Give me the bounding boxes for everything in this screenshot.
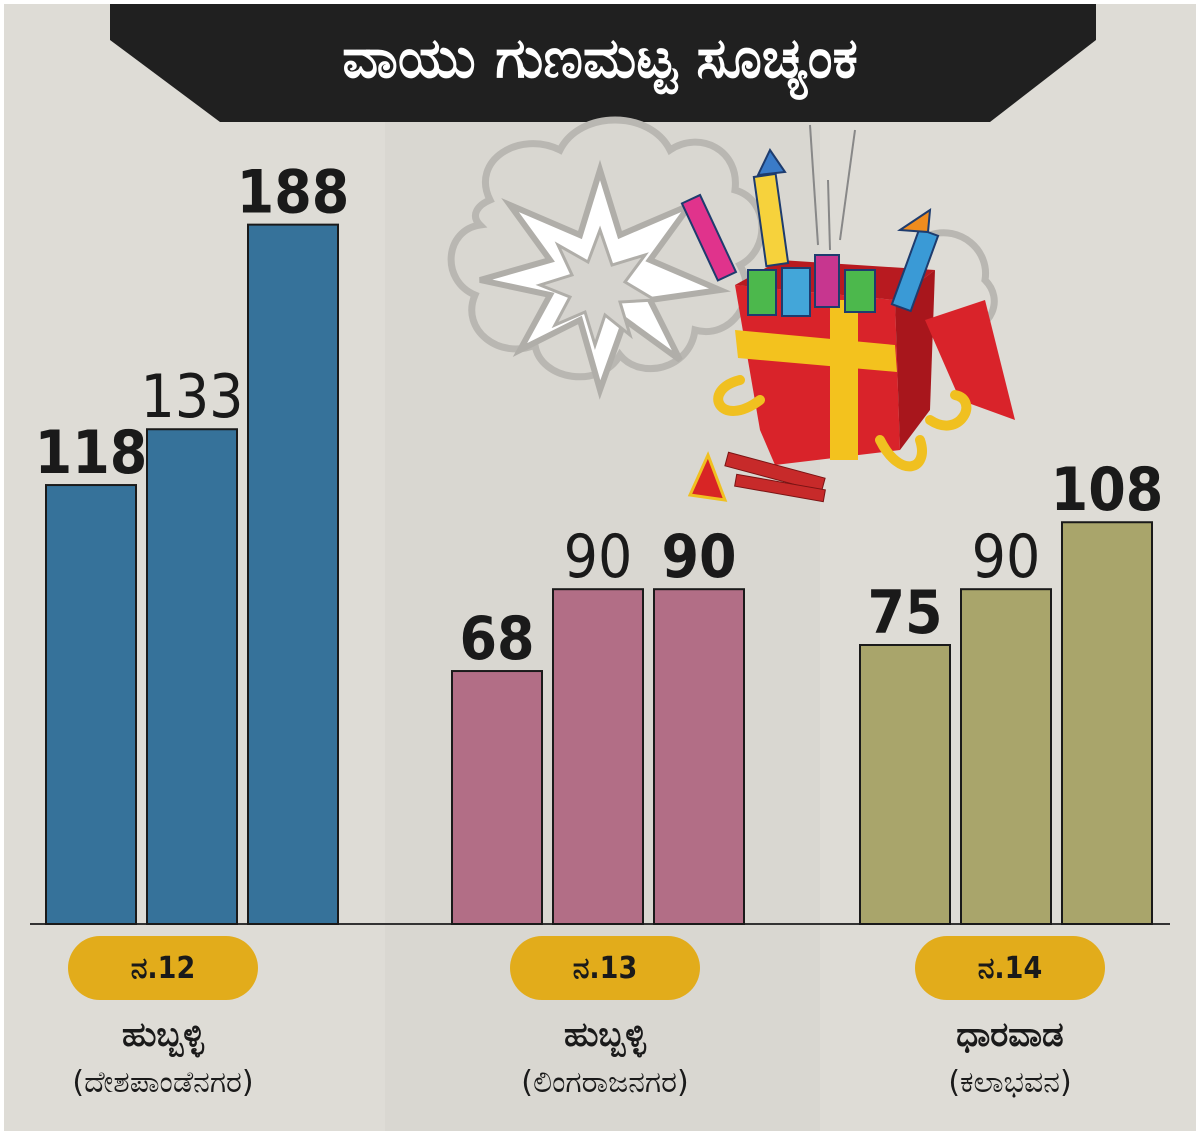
group-label-nov14: ನ.14 ಧಾರವಾಡ (ಕಲಾಭವನ)	[890, 936, 1130, 1102]
title-banner	[110, 4, 1096, 122]
bar-nov12-1	[45, 484, 137, 925]
place-name-nov13: ಹುಬ್ಬಳ್ಳಿ	[564, 1015, 646, 1055]
value-label-nov13-2: 90	[564, 522, 633, 592]
place-area-nov12: (ದೇಶಪಾಂಡೆನಗರ)	[72, 1065, 254, 1100]
date-pill-nov13: ನ.13	[510, 936, 700, 1000]
value-label-nov12-1: 118	[35, 418, 148, 488]
bars-layer	[45, 223, 1153, 925]
group-label-nov12: ನ.12 ಹುಬ್ಬಳ್ಳಿ (ದೇಶಪಾಂಡೆನಗರ)	[43, 936, 283, 1102]
group-label-nov13: ನ.13 ಹುಬ್ಬಳ್ಳಿ (ಲಿಂಗರಾಜನಗರ)	[470, 936, 740, 1102]
bar-nov12-2	[146, 428, 238, 925]
date-pill-nov14: ನ.14	[915, 936, 1105, 1000]
bar-nov13-3	[653, 588, 745, 925]
value-label-nov12-2: 133	[140, 362, 243, 432]
value-label-nov14-1: 75	[867, 578, 942, 648]
bar-nov13-1	[451, 670, 543, 925]
place-name-nov12: ಹುಬ್ಬಳ್ಳಿ	[122, 1015, 204, 1055]
value-label-nov14-3: 108	[1051, 455, 1164, 525]
place-area-nov13: (ಲಿಂಗರಾಜನಗರ)	[521, 1065, 689, 1100]
firecracker-gift-box-icon	[447, 116, 1015, 503]
bar-nov14-3	[1061, 521, 1153, 925]
bar-nov13-2	[552, 588, 644, 925]
date-pill-nov12: ನ.12	[68, 936, 258, 1000]
bar-nov12-3	[247, 223, 339, 925]
bar-nov14-1	[859, 644, 951, 925]
value-label-nov13-3: 90	[661, 522, 736, 592]
bar-nov14-2	[960, 588, 1052, 925]
place-area-nov14: (ಕಲಾಭವನ)	[948, 1065, 1072, 1100]
value-label-nov13-1: 68	[459, 604, 534, 674]
value-label-nov14-2: 90	[972, 522, 1041, 592]
value-label-nov12-3: 188	[237, 158, 350, 228]
place-name-nov14: ಧಾರವಾಡ	[956, 1015, 1064, 1055]
